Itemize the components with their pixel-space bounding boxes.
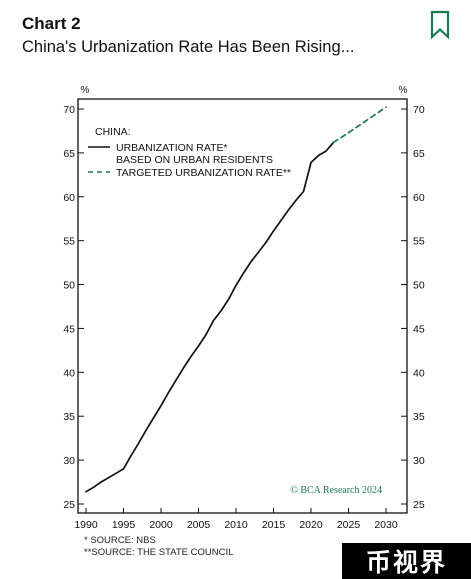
urbanization-rate-point — [213, 320, 215, 322]
urbanization-rate-point — [145, 430, 147, 432]
y-tick-label-left: 60 — [63, 192, 75, 204]
y-axis-unit-left: % — [81, 85, 90, 96]
urbanization-rate-point — [273, 230, 275, 232]
urbanization-rate-point — [138, 443, 140, 445]
y-axis-unit-right: % — [399, 85, 408, 96]
urbanization-rate-point — [153, 417, 155, 419]
y-tick-label-right: 50 — [413, 280, 425, 292]
series-urbanization-rate — [85, 141, 335, 493]
urbanization-rate-point — [115, 473, 117, 475]
urbanization-rate-point — [183, 367, 185, 369]
urbanization-rate-point — [175, 379, 177, 381]
y-tick-label-right: 70 — [413, 104, 425, 116]
urbanization-rate-point — [258, 251, 260, 253]
urbanization-rate-point — [295, 200, 297, 202]
x-tick-label: 2015 — [262, 519, 286, 531]
y-axis-right: 25 30 35 40 45 50 55 60 65 70 — [401, 104, 425, 511]
urbanization-rate-point — [318, 155, 320, 157]
chart-credit: © BCA Research 2024 — [290, 485, 382, 496]
plot-frame — [77, 98, 408, 514]
legend-title: CHINA: — [95, 126, 131, 138]
y-tick-label-left: 50 — [63, 280, 75, 292]
footnote-source-nbs: * SOURCE: NBS — [84, 535, 156, 546]
urbanization-rate-point — [265, 242, 267, 244]
urbanization-rate-point — [198, 345, 200, 347]
target-rate-point — [333, 142, 335, 144]
y-tick-label-right: 40 — [413, 367, 425, 379]
x-tick-label: 1990 — [74, 519, 98, 531]
y-tick-label-left: 45 — [63, 323, 75, 335]
x-tick-label: 2000 — [149, 519, 173, 531]
legend-label-actual-line2: BASED ON URBAN RESIDENTS — [116, 154, 273, 166]
y-tick-label-left: 35 — [63, 411, 75, 423]
y-tick-label-right: 45 — [413, 323, 425, 335]
urbanization-rate-point — [190, 356, 192, 358]
urbanization-rate-point — [220, 310, 222, 312]
urbanization-rate-point — [205, 334, 207, 336]
urbanization-rate-point — [108, 477, 110, 479]
y-tick-label-right: 65 — [413, 148, 425, 160]
bookmark-icon[interactable] — [429, 10, 451, 40]
x-axis: 1990 1995 2000 2005 2010 2015 2020 2025 2030 — [74, 508, 398, 531]
x-tick-label: 2005 — [187, 519, 211, 531]
urbanization-rate-point — [243, 272, 245, 274]
series-target-rate — [332, 106, 387, 144]
x-tick-label: 2020 — [299, 519, 323, 531]
series-layer — [85, 106, 387, 493]
urbanization-rate-point — [93, 487, 95, 489]
urbanization-rate-point — [168, 392, 170, 394]
y-tick-label-right: 25 — [413, 499, 425, 511]
legend-label-target: TARGETED URBANIZATION RATE** — [116, 167, 291, 179]
bookmark-glyph — [430, 10, 450, 40]
y-tick-label-left: 65 — [63, 148, 75, 160]
x-tick-label: 1995 — [112, 519, 136, 531]
urbanization-rate-point — [130, 455, 132, 457]
urbanization-rate-point — [250, 261, 252, 263]
target-rate-line — [332, 106, 387, 144]
footnotes: * SOURCE: NBS **SOURCE: THE STATE COUNCI… — [84, 535, 233, 558]
y-tick-label-left: 30 — [63, 455, 75, 467]
urbanization-rate-point — [310, 162, 312, 164]
y-tick-label-right: 35 — [413, 411, 425, 423]
legend-label-actual-line1: URBANIZATION RATE* — [116, 142, 228, 154]
urbanization-rate-point — [288, 209, 290, 211]
y-axis-left: 25 30 35 40 45 50 55 60 65 70 — [63, 104, 84, 511]
x-tick-label: 2030 — [374, 519, 398, 531]
urbanization-rate-point — [303, 191, 305, 193]
watermark-badge: 币视界 — [342, 543, 471, 579]
urbanization-rate-point — [123, 468, 125, 470]
target-rate-point — [385, 106, 387, 108]
urbanization-rate-point — [228, 299, 230, 301]
chart-title: China's Urbanization Rate Has Been Risin… — [22, 38, 355, 56]
urbanization-rate-point — [160, 405, 162, 407]
y-tick-label-left: 25 — [63, 499, 75, 511]
y-tick-label-left: 55 — [63, 236, 75, 248]
urbanization-rate-point — [235, 285, 237, 287]
footnote-source-state-council: **SOURCE: THE STATE COUNCIL — [84, 546, 234, 558]
chart-number: Chart 2 — [22, 14, 81, 33]
target-rate-point — [348, 132, 350, 134]
y-tick-label-left: 70 — [63, 104, 75, 116]
y-tick-label-right: 55 — [413, 236, 425, 248]
x-tick-label: 2010 — [224, 519, 248, 531]
legend: CHINA: URBANIZATION RATE* BASED ON URBAN… — [88, 126, 291, 179]
urbanization-rate-point — [280, 220, 282, 222]
y-tick-label-right: 60 — [413, 192, 425, 204]
urbanization-rate-point — [100, 481, 102, 483]
urbanization-rate-line — [85, 141, 335, 493]
x-tick-label: 2025 — [337, 519, 361, 531]
urbanization-rate-point — [325, 150, 327, 152]
urbanization-rate-point — [85, 491, 87, 493]
y-tick-label-left: 40 — [63, 367, 75, 379]
y-tick-label-right: 30 — [413, 455, 425, 467]
